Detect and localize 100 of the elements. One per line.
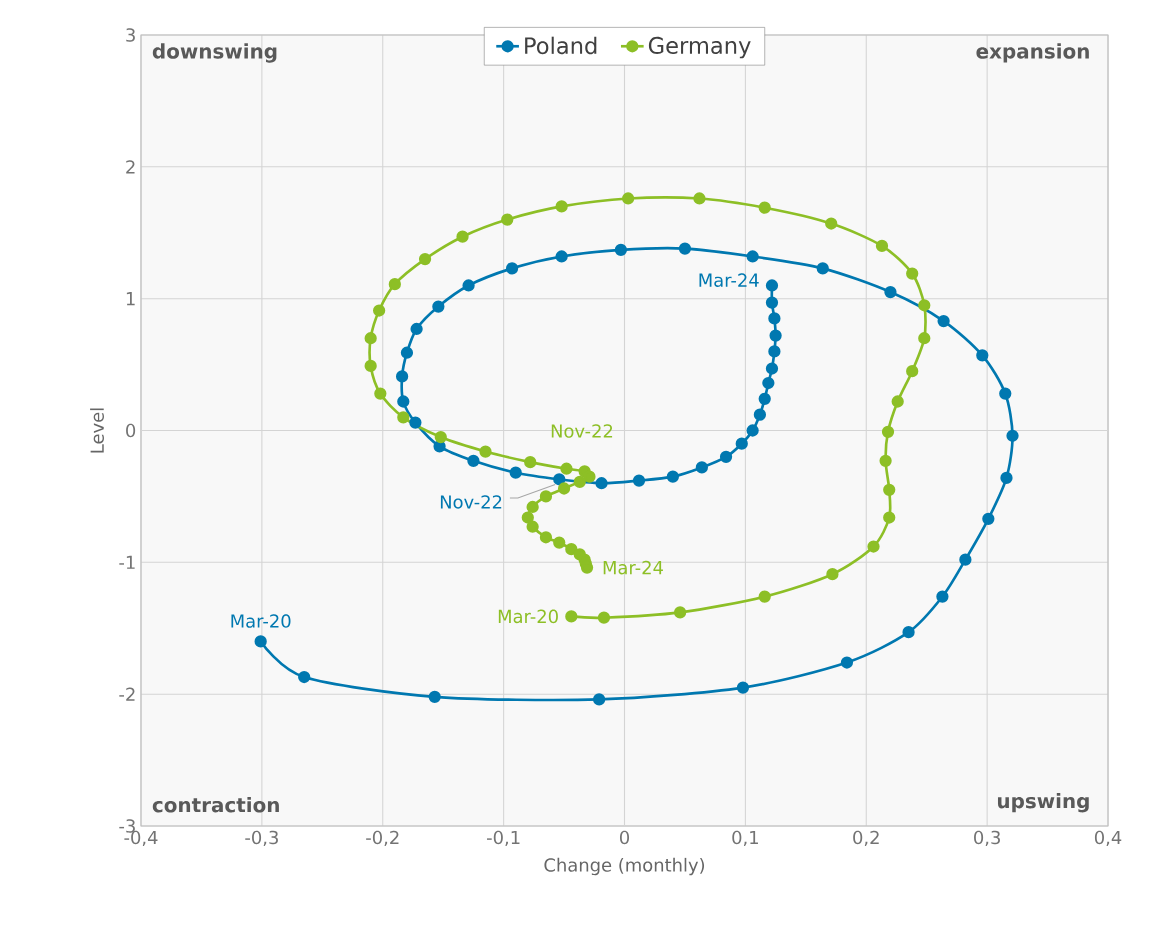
point (906, 365, 919, 378)
point (826, 568, 839, 581)
point (539, 490, 553, 503)
point (768, 345, 781, 358)
y-tick-label: -2 (119, 687, 135, 701)
point (765, 362, 779, 375)
point (521, 511, 534, 524)
annotation: Mar-20 (231, 614, 291, 628)
point (364, 332, 377, 345)
point (580, 561, 594, 574)
point (883, 483, 896, 496)
point (891, 395, 904, 408)
y-tick-label: 2 (126, 160, 135, 174)
point (758, 590, 771, 603)
y-tick-label: -1 (119, 555, 135, 569)
point (695, 461, 708, 474)
point (373, 304, 386, 317)
point (565, 610, 578, 623)
x-axis-title: Change (monthly) (544, 857, 705, 876)
point (879, 454, 892, 467)
x-tick-label: -0,2 (366, 830, 399, 847)
point (565, 543, 578, 556)
point (397, 411, 410, 424)
point (719, 450, 733, 463)
y-tick-label: 3 (126, 28, 135, 42)
point (918, 332, 931, 345)
point (388, 278, 401, 291)
point (937, 314, 950, 328)
x-tick-label: 0,3 (974, 830, 1000, 847)
point (553, 536, 566, 549)
point (526, 520, 539, 533)
point (364, 359, 377, 373)
point (254, 635, 267, 648)
point (595, 477, 608, 490)
legend-label: Germany (648, 36, 751, 59)
point (999, 387, 1012, 400)
point (825, 217, 838, 230)
point (736, 681, 750, 694)
point (902, 626, 915, 639)
point (884, 285, 897, 299)
annotation: Mar-20 (498, 609, 558, 624)
point (867, 540, 880, 553)
point (467, 454, 480, 467)
point (539, 531, 553, 544)
point (769, 329, 782, 342)
point (753, 408, 767, 421)
point (816, 262, 829, 275)
x-tick-label: -0,1 (487, 830, 520, 847)
annotation: downswing (152, 43, 277, 63)
point (583, 470, 596, 483)
point (557, 482, 571, 495)
y-axis-title: Level (90, 408, 104, 453)
point (746, 424, 759, 437)
point (553, 473, 566, 486)
point (906, 267, 919, 280)
x-tick-label: 0 (619, 830, 630, 845)
point (433, 440, 446, 453)
point (768, 312, 781, 325)
y-tick-label: 1 (126, 292, 135, 306)
point (614, 243, 628, 257)
point (622, 192, 635, 205)
point (428, 690, 441, 703)
point (505, 262, 519, 275)
point (765, 296, 779, 309)
annotation: Nov-22 (551, 424, 613, 438)
point (479, 445, 492, 458)
annotation: upswing (997, 792, 1089, 813)
point (524, 456, 537, 469)
point (875, 239, 889, 253)
annotation: Mar-24 (603, 560, 663, 575)
point (758, 392, 771, 405)
legend-label: Poland (525, 36, 597, 55)
annotation: Nov-22 (440, 495, 502, 509)
point (573, 475, 586, 489)
point (592, 693, 606, 706)
x-tick-label: 0,2 (853, 830, 879, 847)
point (432, 300, 445, 313)
annotation: contraction (152, 796, 279, 813)
x-tick-label: -0,3 (245, 830, 278, 847)
point (597, 611, 611, 624)
point (1006, 429, 1019, 442)
point (501, 213, 514, 226)
y-tick-label: 0 (126, 423, 136, 438)
point (632, 474, 646, 487)
point (959, 553, 972, 566)
point (418, 252, 432, 266)
point (555, 200, 568, 213)
point (410, 322, 423, 336)
point (982, 512, 995, 525)
point (883, 511, 896, 524)
point (936, 590, 949, 603)
point (409, 416, 422, 429)
point (746, 250, 759, 263)
point (666, 470, 679, 483)
point (526, 500, 539, 514)
point (395, 370, 409, 383)
point (400, 346, 414, 359)
point (397, 395, 410, 408)
point (918, 299, 931, 312)
point (555, 250, 568, 263)
